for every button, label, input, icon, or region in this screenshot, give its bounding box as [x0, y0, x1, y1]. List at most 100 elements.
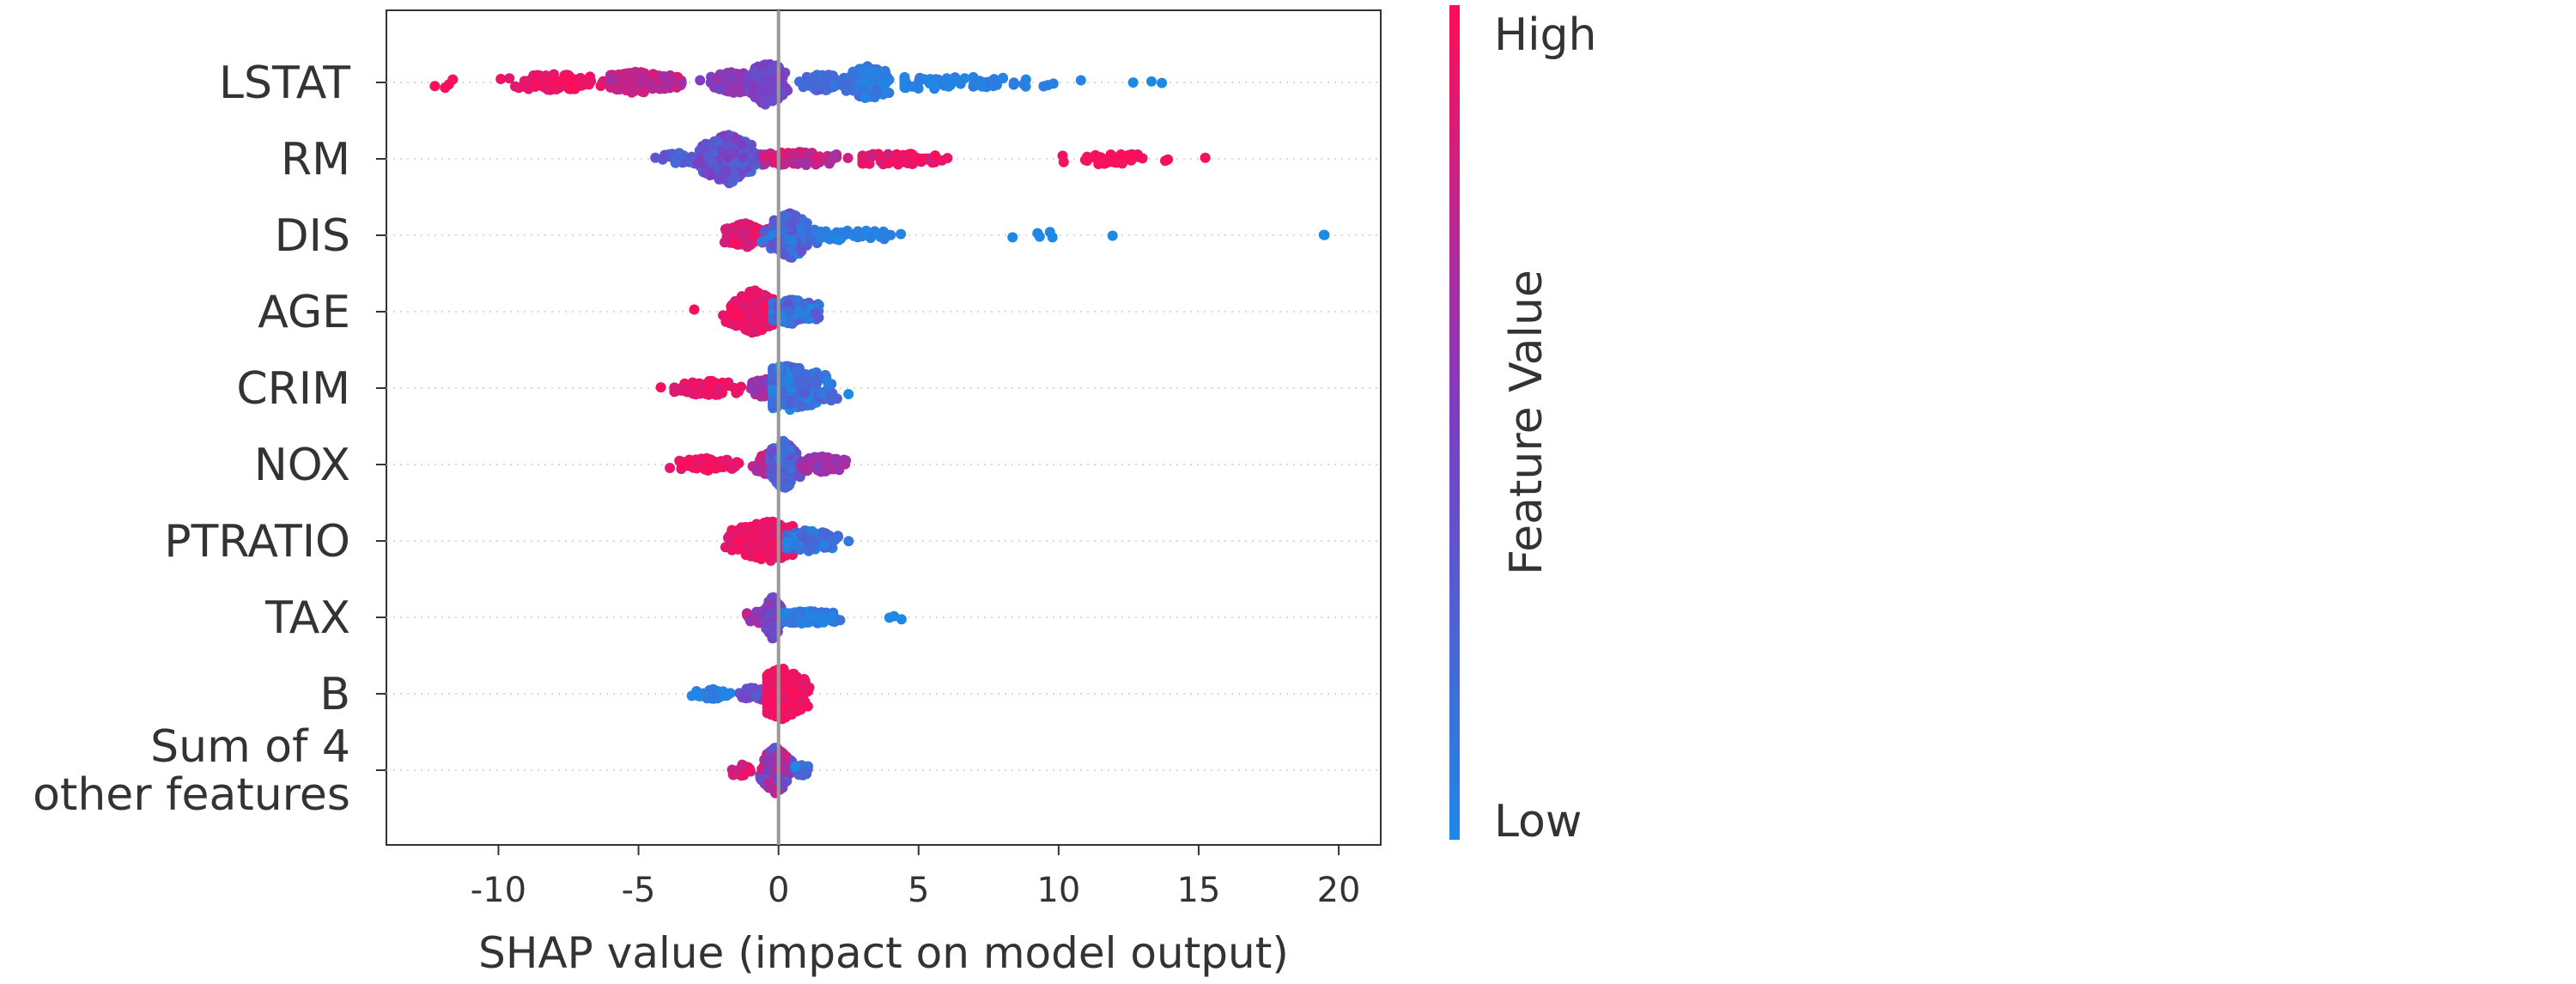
- data-point: [637, 70, 648, 81]
- data-point: [867, 150, 878, 161]
- data-point: [736, 139, 747, 150]
- data-point: [727, 173, 738, 184]
- data-point: [558, 74, 569, 84]
- data-point: [783, 306, 794, 317]
- data-point: [746, 315, 757, 326]
- data-point: [878, 226, 889, 237]
- data-point: [810, 611, 821, 623]
- data-point: [762, 76, 773, 88]
- y-tick-label: Sum of 4: [150, 721, 350, 773]
- y-tick-label: PTRATIO: [164, 516, 350, 568]
- data-point: [731, 387, 742, 398]
- data-point: [794, 471, 805, 483]
- data-point: [810, 308, 821, 319]
- data-point: [682, 385, 693, 396]
- data-point: [796, 246, 807, 257]
- data-point: [801, 217, 812, 228]
- data-point: [720, 542, 731, 553]
- data-point: [899, 82, 910, 93]
- data-point: [930, 150, 941, 161]
- data-point: [860, 225, 872, 236]
- data-point: [977, 81, 987, 92]
- data-point: [825, 230, 836, 241]
- data-point: [868, 90, 879, 101]
- data-point: [795, 616, 806, 626]
- data-point: [860, 93, 871, 103]
- data-point: [670, 157, 681, 168]
- data-point: [738, 301, 749, 312]
- data-point: [1127, 77, 1139, 88]
- data-point: [719, 237, 730, 248]
- data-point: [695, 75, 706, 86]
- data-point: [707, 156, 718, 167]
- data-point: [617, 71, 629, 82]
- data-point: [969, 75, 980, 86]
- data-point: [1107, 230, 1118, 241]
- data-point: [726, 85, 737, 96]
- data-point: [767, 151, 778, 162]
- data-point: [827, 154, 838, 165]
- y-tick-label: other features: [33, 769, 350, 821]
- data-point: [884, 612, 895, 623]
- data-point: [718, 462, 729, 472]
- data-point: [737, 759, 748, 770]
- data-point: [790, 210, 801, 222]
- y-tick-label: TAX: [264, 592, 350, 644]
- x-tick-label: 20: [1317, 871, 1361, 910]
- data-point: [1047, 232, 1058, 243]
- data-point: [793, 769, 805, 781]
- data-point: [838, 454, 849, 465]
- data-point: [1102, 155, 1113, 167]
- data-point: [799, 677, 811, 688]
- data-point: [829, 534, 841, 545]
- data-point: [1133, 151, 1144, 162]
- data-point: [732, 535, 744, 546]
- data-point: [690, 389, 702, 400]
- data-point: [778, 475, 789, 486]
- data-point: [650, 152, 661, 163]
- data-point: [667, 75, 678, 86]
- data-point: [755, 773, 766, 784]
- data-point: [718, 686, 729, 697]
- data-point: [843, 76, 854, 88]
- data-point: [857, 68, 868, 79]
- data-point: [769, 215, 780, 226]
- data-point: [751, 465, 762, 477]
- colorbar-low-label: Low: [1494, 796, 1582, 847]
- data-point: [728, 310, 739, 321]
- data-point: [822, 377, 833, 387]
- data-point: [816, 388, 827, 399]
- series-dis: [719, 208, 1330, 263]
- data-point: [697, 688, 708, 699]
- data-point: [828, 79, 839, 90]
- data-point: [1048, 78, 1059, 89]
- data-point: [1115, 149, 1127, 160]
- y-tick-label: CRIM: [236, 363, 350, 415]
- data-point: [713, 82, 724, 94]
- data-point: [793, 606, 805, 617]
- y-tick-label: RM: [281, 134, 350, 185]
- data-point: [843, 389, 854, 399]
- data-point: [1160, 155, 1170, 167]
- data-point: [1018, 79, 1030, 90]
- data-point: [805, 77, 817, 88]
- colorbar-high-label: High: [1494, 9, 1597, 61]
- x-tick-label: -10: [471, 871, 526, 910]
- data-point: [787, 148, 799, 159]
- data-point: [743, 548, 753, 559]
- series-age: [689, 285, 824, 338]
- data-point: [762, 674, 773, 685]
- series-ptratio: [720, 516, 854, 566]
- data-point: [791, 365, 802, 376]
- data-point: [828, 70, 838, 82]
- data-point: [605, 75, 616, 86]
- data-point: [768, 398, 779, 409]
- data-point: [1075, 75, 1086, 86]
- data-point: [785, 708, 796, 720]
- data-point: [762, 765, 774, 776]
- data-point: [734, 87, 745, 98]
- data-point: [823, 453, 834, 464]
- data-point: [568, 74, 579, 85]
- data-point: [758, 59, 769, 70]
- data-point: [748, 534, 759, 545]
